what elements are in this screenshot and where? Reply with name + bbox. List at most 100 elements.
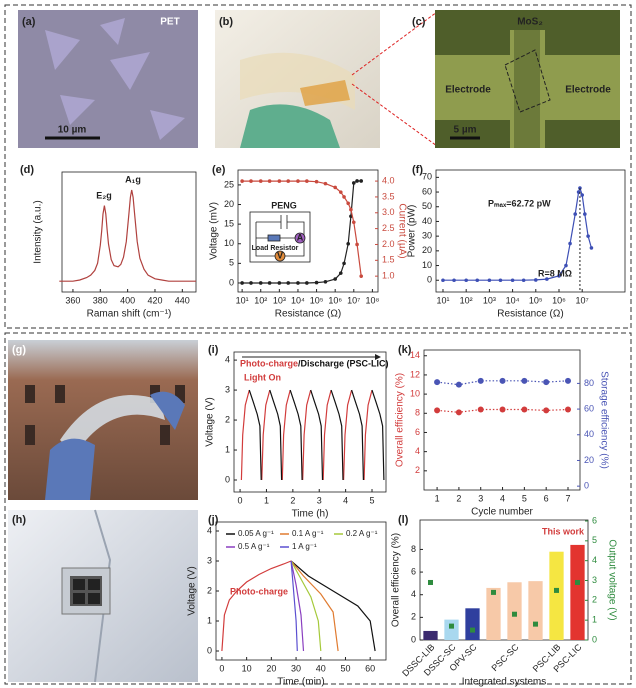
panel-label: (j)	[208, 514, 219, 526]
marker	[533, 621, 538, 627]
series-line	[290, 560, 305, 652]
y-tick-label: 15	[224, 219, 234, 229]
zoom-line	[351, 83, 438, 147]
point	[267, 281, 272, 285]
y2-tick-label: 60	[584, 403, 594, 413]
annotation: PENG	[271, 200, 297, 210]
annotation: A₁g	[125, 174, 141, 184]
y-tick-label: 14	[410, 350, 420, 360]
y-axis-label: Voltage (V)	[205, 397, 216, 446]
annotation: A	[297, 232, 304, 242]
y2-tick-label: 5	[592, 535, 597, 545]
x-tick-label: 50	[340, 663, 350, 673]
x-axis-label: Cycle number	[471, 507, 533, 518]
series-line	[290, 560, 339, 652]
photo-label: PET	[160, 17, 179, 28]
y-tick-label: 12	[410, 369, 420, 379]
panel-label: (k)	[398, 344, 412, 356]
y2-tick-label: 1.5	[382, 255, 395, 265]
annotation: This work	[542, 526, 585, 536]
marker	[575, 579, 580, 585]
point	[286, 281, 291, 285]
y2-tick-label: 0	[584, 481, 589, 491]
x-tick-label: 2	[290, 495, 295, 505]
photo-b	[215, 10, 380, 148]
photo-label: Electrode	[445, 85, 491, 96]
point	[589, 246, 594, 250]
point	[351, 181, 356, 185]
point	[277, 281, 282, 285]
marker	[470, 627, 475, 633]
point	[434, 407, 441, 414]
point	[258, 179, 263, 183]
point	[267, 179, 272, 183]
y-tick-label: 3	[225, 384, 230, 394]
x-tick-label: 6	[544, 493, 549, 503]
x-axis-label: Time (min)	[277, 677, 324, 688]
point	[346, 241, 350, 246]
y-tick-label: 5	[229, 258, 234, 268]
series-line	[290, 560, 298, 652]
point	[359, 179, 363, 183]
annotation: /Discharge (PSC-LIC)	[298, 358, 389, 368]
point	[296, 179, 300, 183]
annotation: Load Resistor	[252, 245, 299, 252]
series-line	[290, 560, 376, 652]
y2-tick-label: 40	[584, 429, 594, 439]
plot-frame	[423, 349, 581, 491]
x-tick-label: 10⁶	[328, 295, 342, 305]
y2-tick-label: 1.0	[382, 271, 395, 281]
y-tick-label: 6	[415, 427, 420, 437]
annotation: Pₘₐₓ=62.72 pW	[488, 198, 551, 208]
scale-label: 5 µm	[454, 125, 477, 136]
y-tick-label: 2	[225, 414, 230, 424]
legend-label: 0.05 A g⁻¹	[238, 529, 274, 538]
point	[521, 278, 526, 283]
x-tick-label: 4	[343, 495, 348, 505]
x-tick-label: 2	[456, 493, 461, 503]
y-tick-label: 2	[207, 585, 212, 595]
point	[510, 278, 515, 283]
annotation: V	[277, 250, 283, 260]
point	[338, 190, 343, 194]
point	[441, 278, 445, 283]
bar	[570, 544, 585, 640]
annotation: Photo-charge	[230, 586, 288, 596]
y-tick-label: 30	[422, 231, 432, 241]
point	[249, 281, 253, 285]
panel-label: (g)	[12, 344, 26, 356]
annotation: Photo-charge	[240, 358, 298, 368]
point	[305, 281, 309, 285]
y-axis-label: Power (pW)	[407, 205, 418, 258]
y2-tick-label: 2.0	[382, 239, 395, 249]
point	[342, 261, 346, 266]
point	[314, 179, 319, 184]
y2-tick-label: 4.0	[382, 175, 395, 185]
bar	[549, 551, 564, 640]
bar	[465, 608, 480, 640]
point	[455, 409, 462, 416]
x-tick-label: 10⁸	[365, 295, 379, 305]
point	[333, 277, 337, 281]
plot-frame	[435, 169, 626, 293]
legend-label: 0.1 A g⁻¹	[292, 529, 324, 538]
x-tick-label: 0	[238, 495, 243, 505]
panel-label: (e)	[212, 164, 226, 176]
y-tick-label: 0	[411, 634, 416, 644]
y-tick-label: 6	[411, 566, 416, 576]
y-tick-label: 2	[411, 612, 416, 622]
bar	[528, 581, 543, 640]
bar	[486, 587, 501, 640]
x-tick-label: 10⁶	[552, 295, 566, 305]
point	[258, 281, 263, 285]
x-tick-label: 400	[120, 295, 135, 305]
point	[557, 274, 561, 278]
point	[314, 280, 319, 285]
circuit-inset	[249, 211, 311, 263]
point	[565, 377, 571, 384]
point	[359, 274, 363, 278]
x-tick-label: 10³	[483, 295, 496, 305]
point	[249, 179, 253, 183]
y-axis-label: Voltage (mV)	[209, 202, 220, 260]
